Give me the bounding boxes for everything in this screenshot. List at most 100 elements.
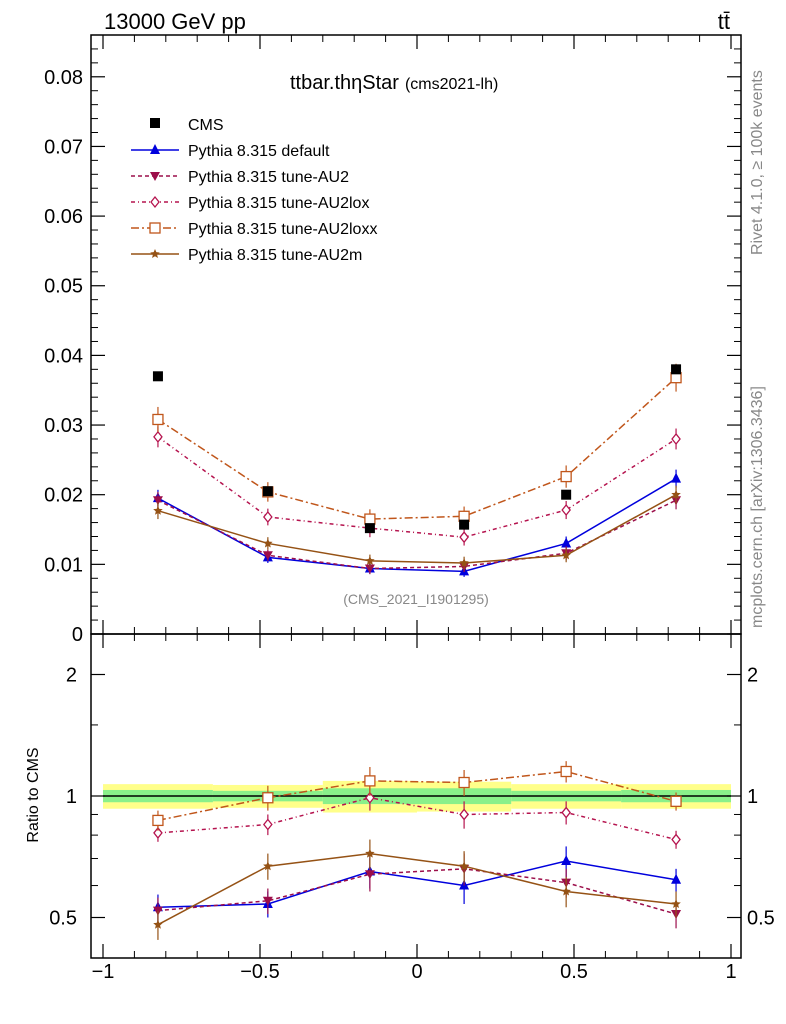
data-points [152,364,682,534]
marker-triangle-up [561,855,572,866]
marker-star [561,886,571,896]
ratio-tick-label-right: 2 [747,665,758,687]
y-tick-label: 0.06 [44,206,83,228]
x-tick-label: 0 [411,961,422,983]
series-line [157,436,677,538]
marker-triangle-down [262,896,273,906]
marker-star [459,861,469,871]
marker-triangle-down [364,870,375,880]
process-label: tt̄ [718,9,730,34]
ratio-series-4 [153,839,681,940]
marker-diamond-open [263,510,273,524]
marker-square-open [670,795,682,807]
legend-label: Pythia 8.315 tune-AU2lox [188,195,369,212]
series-2 [153,426,681,546]
legend-entry-1: Pythia 8.315 tune-AU2 [131,169,349,186]
ratio-panel-series [152,761,682,940]
ratio-tick-label-right: 0.5 [747,908,775,930]
legend-entry-4: Pythia 8.315 tune-AU2m [131,247,362,264]
marker-square-open [152,814,164,827]
marker-diamond-open [263,818,273,831]
marker-square-open [149,222,161,234]
legend-entry-2: Pythia 8.315 tune-AU2lox [131,195,369,212]
marker-triangle-down [262,551,273,561]
marker-diamond-open [561,503,571,517]
plot-title: ttbar.thηStar (cms2021-lh) [290,72,498,94]
x-tick-label: −0.5 [240,961,279,983]
legend-entry-3: Pythia 8.315 tune-AU2loxx [131,221,377,238]
y-tick-label: 0.03 [44,415,83,437]
main-panel-axes: 0 0.01 0.02 0.03 0.04 0.05 0.06 0.07 0.08 [44,34,742,648]
marker-star [153,919,163,929]
ratio-uncertainty-bands [103,780,731,813]
marker-star [365,555,375,565]
ratio-line [157,860,677,909]
marker-star [263,861,273,871]
y-tick-label: 0.07 [44,136,83,158]
marker-triangle-down [150,172,160,181]
mcplots-label: mcplots.cern.ch [arXiv:1306.3436] [749,386,766,628]
plot-title-sub: (cms2021-lh) [405,76,498,93]
rivet-version-label: Rivet 4.1.0, ≥ 100k events [749,70,766,255]
y-tick-label: 0.04 [44,345,83,367]
marker-triangle-down [152,496,163,506]
legend: CMS Pythia 8.315 default Pythia 8.315 tune… [131,117,377,264]
marker-square-open [152,413,164,426]
legend-entry-0: Pythia 8.315 default [131,143,330,160]
marker-triangle-down [364,564,375,574]
ratio-axis-label: Ratio to CMS [25,747,42,842]
ratio-series-1 [152,853,682,929]
analysis-label: (CMS_2021_I1901295) [343,591,489,607]
x-tick-label: −1 [92,961,115,983]
marker-square [561,489,572,500]
series-line [157,377,677,520]
marker-star [561,550,571,560]
marker-star [671,899,681,909]
y-tick-label: 0.05 [44,276,83,298]
ratio-series-0 [152,846,682,922]
ratio-series-3 [152,761,682,831]
series-0 [152,469,682,577]
marker-diamond-open [459,808,469,821]
ratio-tick-label-right: 1 [747,786,758,808]
marker-square-open [560,470,572,483]
ratio-tick-label: 2 [66,665,77,687]
ratio-line [157,770,677,822]
marker-star [671,489,681,499]
series-4 [153,485,681,570]
marker-diamond-open [153,430,163,443]
marker-square [262,486,273,497]
energy-label: 13000 GeV pp [104,9,246,34]
legend-label: Pythia 8.315 tune-AU2 [188,169,349,186]
ratio-line [157,868,677,915]
marker-diamond-open [671,432,681,446]
marker-square-open [560,765,572,778]
marker-star [263,538,273,548]
marker-square [152,371,163,382]
marker-diamond-open [459,531,469,544]
legend-label: Pythia 8.315 tune-AU2m [188,247,362,264]
y-tick-label: 0.02 [44,485,83,507]
marker-triangle-up [561,537,572,548]
ratio-line [157,852,677,926]
y-tick-label: 0.08 [44,67,83,89]
marker-diamond-open [671,833,681,846]
marker-star [365,848,375,858]
marker-triangle-up [671,873,682,884]
series-line [157,478,677,573]
legend-label: CMS [188,117,224,134]
marker-star [150,249,160,259]
x-tick-label: 0.5 [560,961,588,983]
marker-square [671,364,682,375]
ratio-tick-label: 0.5 [49,908,77,930]
marker-triangle-up [671,472,682,483]
marker-diamond-open [561,806,571,819]
marker-square-open [364,775,376,787]
plot-title-main: ttbar.thηStar [290,72,399,94]
marker-square [459,519,470,530]
main-panel-series [152,363,682,577]
series-line [157,494,677,564]
ratio-tick-label: 1 [66,786,77,808]
marker-diamond-open [153,826,163,839]
